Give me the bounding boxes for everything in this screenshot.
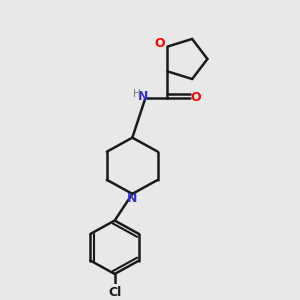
Text: O: O <box>155 37 165 50</box>
Text: N: N <box>138 90 148 104</box>
Text: Cl: Cl <box>108 286 121 299</box>
Text: H: H <box>133 88 140 99</box>
Text: N: N <box>127 192 137 206</box>
Text: O: O <box>190 91 201 104</box>
